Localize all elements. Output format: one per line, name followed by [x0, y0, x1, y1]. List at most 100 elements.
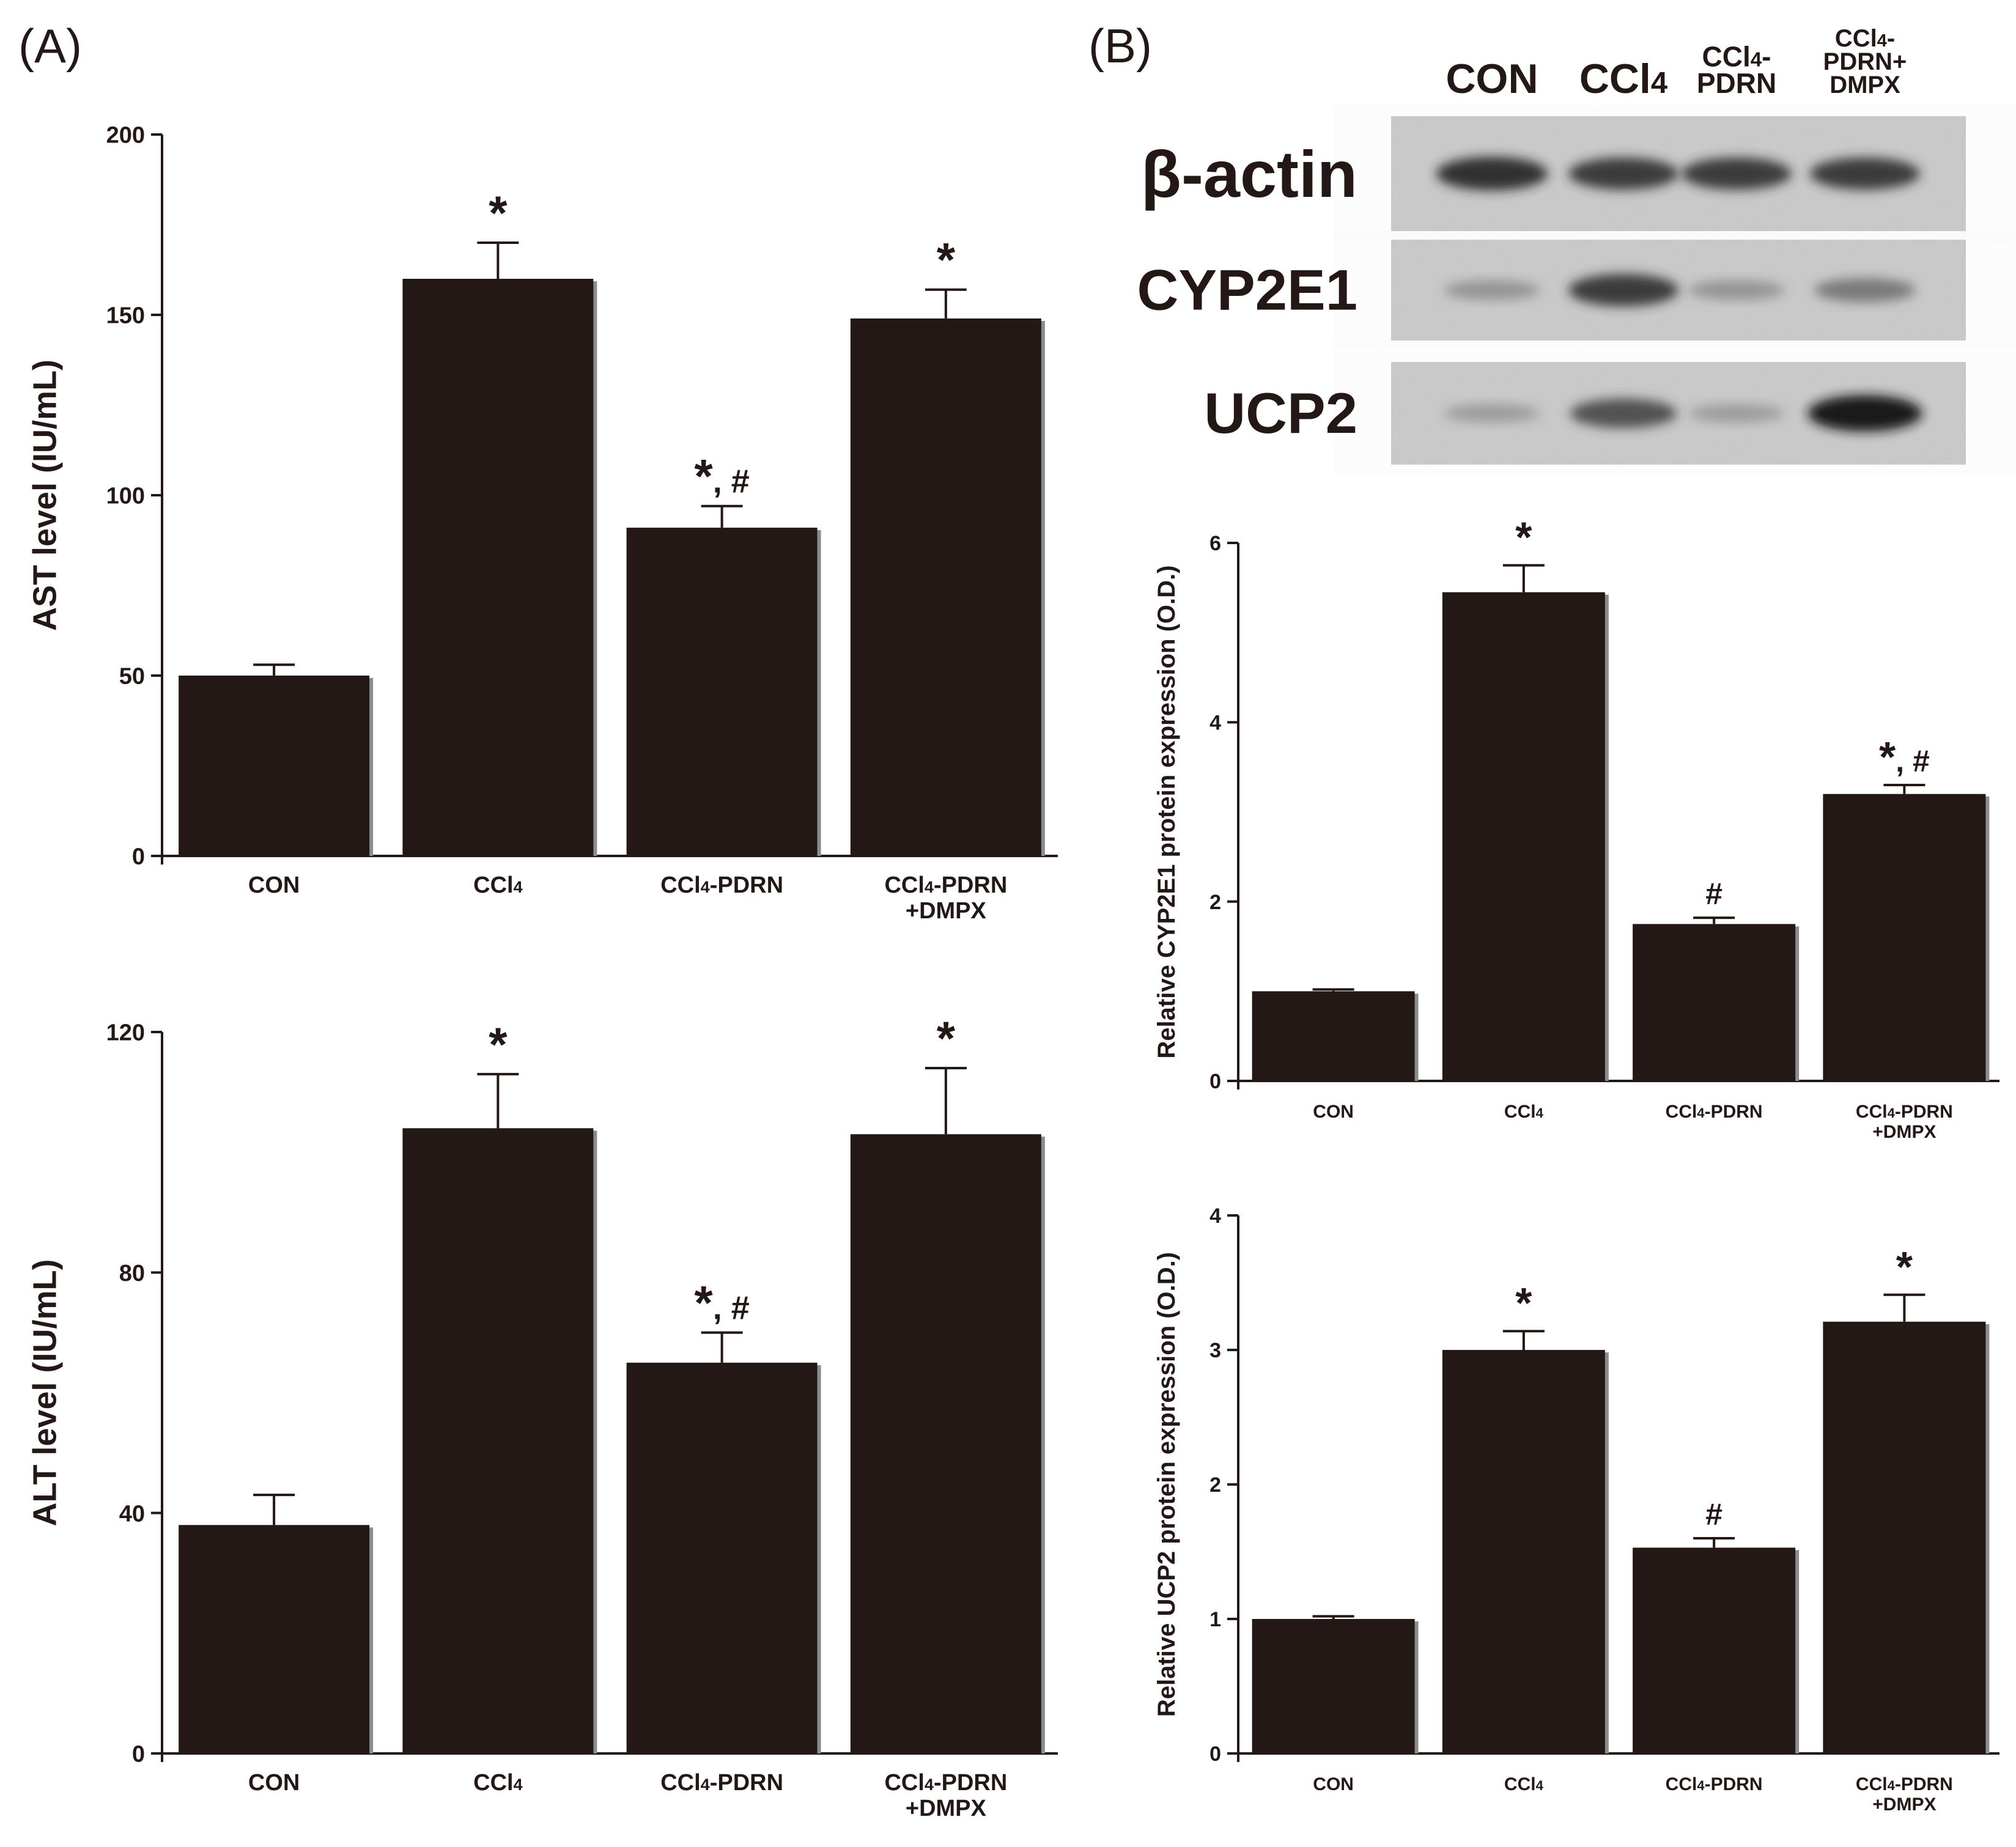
- x-tick-label-4-line-1: CCl4-PDRN: [884, 872, 1007, 898]
- significance-label-2: *: [489, 1017, 508, 1071]
- blot-row-label-2: CYP2E1: [1137, 258, 1357, 322]
- blot-lane-label-4-line-1: CCl4-: [1835, 25, 1895, 52]
- chart-ucp: 0 1 2 3 4 Relative UCP2 protein expression (O…: [1153, 1204, 1999, 1815]
- y-axis-label: AST level (IU/mL): [27, 359, 64, 631]
- significance-label-3: #: [1705, 1497, 1722, 1532]
- bar-1: [1252, 991, 1415, 1081]
- x-tick-label-4: CCl4-PDRN+DMPX: [1856, 1774, 1953, 1815]
- bar-1: [179, 1525, 370, 1753]
- y-tick-label-50: 50: [119, 664, 145, 690]
- x-tick-label-3-line-1: CCl4-PDRN: [660, 1770, 783, 1796]
- x-tick-label-2-line-1: CCl4: [473, 872, 522, 898]
- bar-4: [850, 1134, 1041, 1753]
- x-tick-label-2: CCl4: [1504, 1102, 1544, 1122]
- blot-lane-label-4-line-2: PDRN+: [1823, 48, 1907, 75]
- blot-row-3: UCP2: [1204, 362, 1966, 465]
- bar-2: [1442, 1350, 1605, 1753]
- blot-band-1-4: [1810, 157, 1920, 190]
- x-tick-label-1-line-1: CON: [248, 872, 300, 898]
- blot-band-2-3: [1688, 280, 1785, 300]
- bar-2: [402, 1128, 594, 1753]
- blot-lane-label-3: CCl4-PDRN: [1697, 40, 1776, 99]
- x-tick-label-1-line-1: CON: [248, 1770, 300, 1796]
- significance-label-4: *: [937, 233, 956, 287]
- y-tick-label-1: 1: [1209, 1608, 1221, 1631]
- blot-band-3-4: [1807, 395, 1922, 432]
- bar-3: [626, 528, 818, 856]
- x-tick-label-2-line-1: CCl4: [1504, 1102, 1544, 1122]
- y-axis-label: Relative UCP2 protein expression (O.D.): [1153, 1252, 1180, 1717]
- y-tick-label-2: 2: [1209, 891, 1221, 914]
- bar-1: [1252, 1619, 1415, 1753]
- blot-lane-label-4: CCl4-PDRN+DMPX: [1823, 25, 1907, 98]
- blot-lane-label-2-line-1: CCl4: [1579, 56, 1667, 102]
- x-tick-label-3: CCl4-PDRN: [660, 1770, 783, 1796]
- bar-2: [402, 279, 594, 856]
- y-tick-label-4: 4: [1209, 1204, 1221, 1228]
- y-axis-label: ALT level (IU/mL): [27, 1259, 64, 1526]
- x-tick-label-1-line-1: CON: [1313, 1774, 1354, 1794]
- x-tick-label-2-line-1: CCl4: [473, 1770, 522, 1796]
- x-tick-label-3: CCl4-PDRN: [1666, 1102, 1763, 1122]
- x-tick-label-4-line-2: +DMPX: [906, 1796, 987, 1821]
- x-tick-label-2-line-1: CCl4: [1504, 1774, 1544, 1794]
- blot-lane-label-2: CCl4: [1579, 56, 1667, 102]
- blot-lane-label-1-line-1: CON: [1446, 56, 1538, 102]
- significance-label-4: *: [937, 1011, 956, 1065]
- x-tick-label-1: CON: [248, 872, 300, 898]
- significance-label-3: *, #: [694, 449, 749, 503]
- x-tick-label-1: CON: [1313, 1102, 1354, 1122]
- blot-band-3-3: [1689, 404, 1784, 422]
- bar-3: [1633, 924, 1796, 1081]
- x-tick-label-3-line-1: CCl4-PDRN: [1666, 1774, 1763, 1794]
- significance-label-3: #: [1705, 877, 1722, 911]
- x-tick-label-4-line-1: CCl4-PDRN: [884, 1770, 1007, 1796]
- bar-1: [179, 676, 370, 856]
- x-tick-label-3: CCl4-PDRN: [1666, 1774, 1763, 1794]
- blot-row-label-1: β-actin: [1141, 137, 1357, 211]
- y-tick-label-3: 3: [1209, 1339, 1221, 1362]
- blot-lane-label-4-line-3: DMPX: [1830, 72, 1900, 98]
- x-tick-label-4: CCl4-PDRN+DMPX: [884, 872, 1007, 924]
- y-tick-label-0: 0: [1209, 1742, 1221, 1766]
- chart-alt: 0 40 80 120 ALT level (IU/mL) CON * CCl4 *, # CCl…: [27, 1011, 1058, 1821]
- x-tick-label-2: CCl4: [473, 872, 522, 898]
- x-tick-label-4-line-1: CCl4-PDRN: [1856, 1102, 1953, 1122]
- blot-band-2-4: [1814, 278, 1916, 302]
- blot-band-1-3: [1682, 157, 1792, 190]
- bar-3: [626, 1362, 818, 1753]
- x-tick-label-4-line-1: CCl4-PDRN: [1856, 1774, 1953, 1794]
- y-tick-label-150: 150: [106, 303, 145, 329]
- significance-label-2: *: [1515, 514, 1532, 561]
- significance-label-3: *, #: [694, 1276, 749, 1330]
- blot-lane-label-3-line-1: CCl4-: [1702, 40, 1771, 72]
- bar-2: [1442, 592, 1605, 1081]
- y-tick-label-40: 40: [119, 1501, 145, 1527]
- y-tick-label-80: 80: [119, 1261, 145, 1286]
- y-tick-label-0: 0: [132, 1742, 145, 1768]
- y-tick-label-0: 0: [132, 844, 145, 870]
- significance-label-4: *: [1896, 1243, 1913, 1291]
- blot-row-1: β-actin: [1141, 116, 1966, 231]
- y-tick-label-6: 6: [1209, 532, 1221, 555]
- blot-band-2-1: [1444, 280, 1540, 300]
- panel-label-a: (A): [18, 19, 82, 73]
- blot-band-1-2: [1568, 157, 1678, 190]
- x-tick-label-4-line-2: +DMPX: [906, 898, 987, 924]
- chart-ast: 0 50 100 150 200 AST level (IU/mL) CON * CCl4 *, …: [27, 123, 1058, 924]
- blot-row-label-3: UCP2: [1204, 381, 1357, 445]
- bar-4: [1823, 794, 1986, 1081]
- x-tick-label-1: CON: [248, 1770, 300, 1796]
- x-tick-label-1-line-1: CON: [1313, 1102, 1354, 1122]
- x-tick-label-3-line-1: CCl4-PDRN: [1666, 1102, 1763, 1122]
- bar-4: [850, 318, 1041, 856]
- blot-row-2: CYP2E1: [1137, 240, 1966, 341]
- x-tick-label-2: CCl4: [473, 1770, 522, 1796]
- x-tick-label-1: CON: [1313, 1774, 1354, 1794]
- blot-band-3-2: [1570, 398, 1677, 429]
- blot-band-2-2: [1568, 274, 1678, 306]
- blot-lane-label-1: CON: [1446, 56, 1538, 102]
